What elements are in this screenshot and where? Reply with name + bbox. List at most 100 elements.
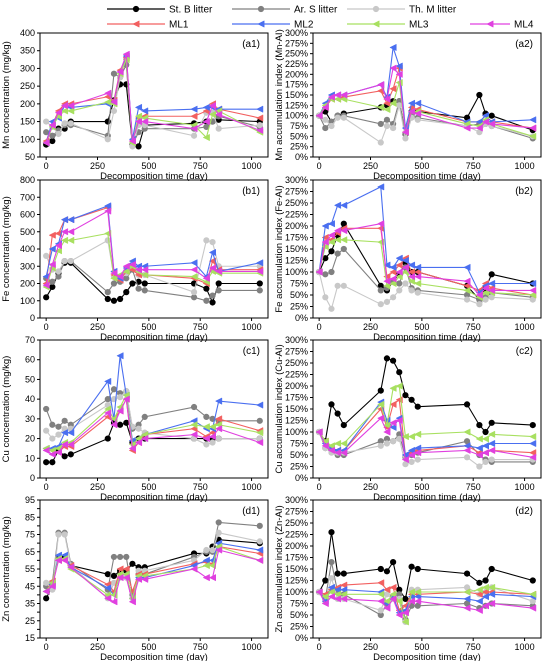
- data-point: [315, 268, 323, 276]
- data-point: [110, 572, 118, 580]
- data-point: [383, 440, 391, 447]
- data-point: [42, 446, 50, 455]
- data-point: [116, 68, 124, 76]
- series-ml3: [42, 229, 264, 291]
- data-point: [67, 102, 75, 110]
- data-point: [334, 410, 341, 417]
- data-point: [48, 245, 56, 253]
- y-tick-label: 175%: [285, 393, 308, 403]
- data-point: [390, 559, 397, 566]
- y-tick-label: 45: [25, 581, 35, 591]
- data-point: [396, 280, 403, 287]
- y-tick-label: 50%: [290, 610, 308, 620]
- data-point: [49, 283, 56, 291]
- data-point: [327, 93, 335, 101]
- data-point: [61, 257, 68, 265]
- data-point: [395, 272, 403, 281]
- data-point: [190, 294, 198, 301]
- data-point: [390, 124, 397, 132]
- data-point: [117, 295, 124, 303]
- series-ml3: [42, 391, 264, 455]
- y-tick-label: 175%: [285, 80, 308, 90]
- y-tick-label: 250: [20, 81, 35, 91]
- data-point: [390, 357, 397, 364]
- series-line: [45, 262, 260, 305]
- data-point: [48, 121, 56, 129]
- data-point: [256, 546, 264, 554]
- y-tick-label: 100: [20, 134, 35, 144]
- data-point: [377, 590, 385, 598]
- y-tick-label: 100%: [285, 427, 308, 437]
- data-point: [321, 238, 329, 246]
- data-point: [328, 575, 335, 582]
- data-point: [61, 531, 68, 538]
- y-tick-label: 300%: [285, 28, 308, 38]
- data-point: [140, 575, 149, 583]
- y-tick-label: 75%: [290, 121, 308, 131]
- data-point: [413, 449, 422, 457]
- data-point: [60, 556, 69, 564]
- series-ml2: [42, 52, 264, 147]
- x-tick-label: 750: [193, 642, 208, 652]
- data-point: [209, 292, 216, 299]
- data-point: [529, 116, 537, 124]
- data-point: [475, 444, 483, 452]
- data-point: [209, 299, 216, 306]
- data-point: [202, 574, 210, 582]
- panel-label: (c1): [243, 346, 260, 357]
- data-point: [383, 95, 391, 103]
- plot-frame: [39, 179, 269, 319]
- y-tick-label: 400: [20, 244, 35, 254]
- data-point: [407, 107, 416, 116]
- data-point: [383, 122, 391, 130]
- data-point: [67, 228, 75, 236]
- x-axis-title: Decomposition time (day): [100, 492, 208, 503]
- data-point: [110, 598, 118, 606]
- data-point: [377, 579, 385, 587]
- y-tick-label: 0: [30, 313, 35, 323]
- data-point: [529, 439, 537, 448]
- legend-marker: [132, 5, 140, 13]
- legend-label: ML4: [514, 20, 534, 31]
- data-point: [43, 294, 50, 301]
- data-point: [140, 117, 149, 126]
- data-point: [377, 103, 385, 112]
- data-point: [463, 401, 471, 408]
- y-tick-label: 25%: [290, 622, 308, 632]
- data-point: [43, 118, 50, 125]
- data-point: [529, 598, 536, 605]
- data-point: [214, 415, 223, 423]
- data-point: [110, 421, 118, 429]
- data-point: [529, 432, 537, 441]
- data-point: [482, 296, 489, 303]
- data-point: [476, 301, 483, 308]
- series-line: [318, 431, 533, 463]
- y-tick-label: 500: [20, 227, 35, 237]
- data-point: [401, 618, 409, 626]
- panel-a2: 0 250 500 750 1000 0%25%50%75%100%125%150%175…: [274, 28, 542, 182]
- series-line: [45, 239, 260, 293]
- series-line: [318, 400, 533, 456]
- y-tick-label: 175%: [285, 553, 308, 563]
- data-point: [414, 403, 421, 410]
- data-point: [43, 595, 50, 602]
- data-point: [481, 442, 489, 450]
- data-point: [190, 259, 198, 267]
- series-ar-s-litter: [43, 519, 263, 598]
- data-point: [401, 455, 409, 464]
- y-tick-label: 350: [20, 46, 35, 56]
- data-point: [140, 266, 149, 274]
- data-point: [487, 439, 496, 448]
- y-tick-label: 250%: [285, 198, 308, 208]
- data-point: [190, 132, 198, 139]
- data-point: [322, 294, 329, 301]
- x-tick-label: 750: [193, 322, 208, 332]
- data-point: [43, 129, 50, 136]
- data-point: [390, 438, 397, 445]
- x-axis-title: Decomposition time (day): [373, 332, 481, 343]
- data-point: [402, 135, 409, 142]
- y-tick-label: 300%: [285, 335, 308, 345]
- data-point: [390, 294, 397, 301]
- data-point: [481, 435, 489, 443]
- series-th-m-litter: [43, 388, 263, 448]
